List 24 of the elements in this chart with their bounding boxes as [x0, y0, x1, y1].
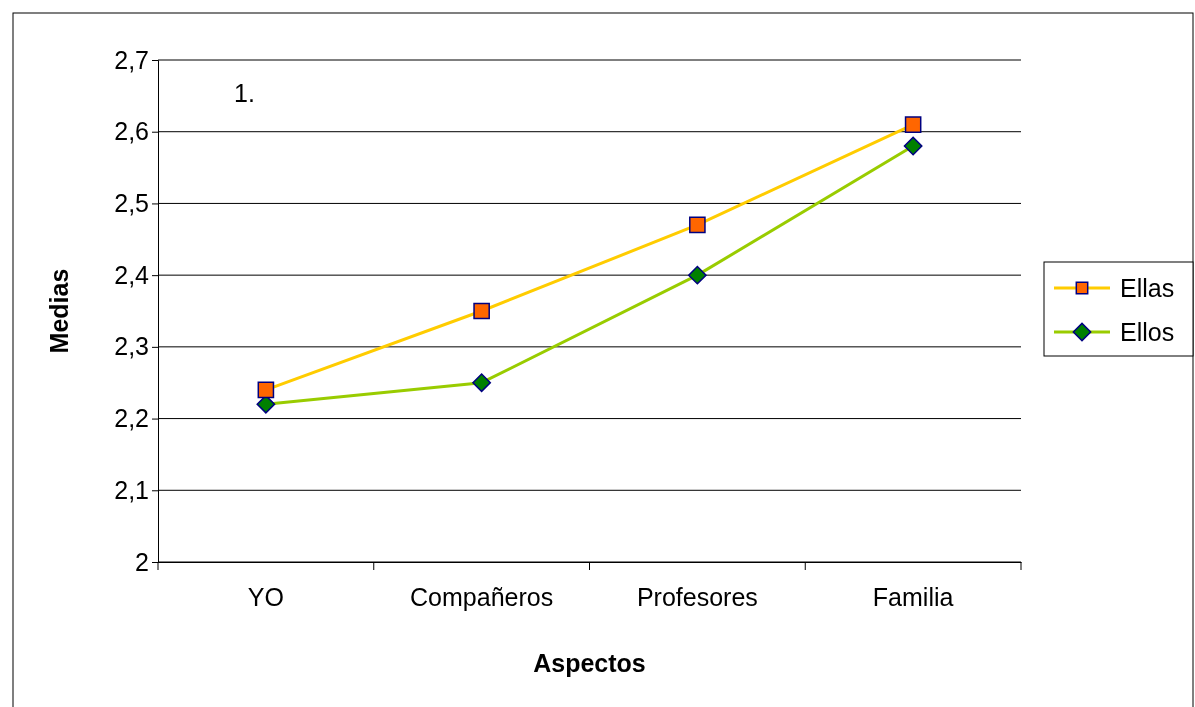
y-tick-label: 2,2: [114, 404, 149, 433]
point: [904, 116, 922, 133]
point: [687, 265, 707, 285]
annotation: 1.: [234, 79, 255, 107]
point: [689, 216, 706, 234]
y-tick-label: 2,1: [114, 475, 149, 504]
x-axis-title: Aspectos: [533, 649, 646, 677]
y-tick-label: 2,7: [114, 45, 149, 74]
point: [903, 136, 923, 156]
x-tick-label: YO: [247, 582, 284, 611]
y-tick-label: 2,5: [114, 188, 149, 217]
y-tick-label: 2,4: [114, 260, 150, 289]
x-tick-label: Compañeros: [410, 582, 554, 611]
x-tick-label: Profesores: [636, 582, 758, 611]
y-tick-label: 2,3: [114, 332, 149, 361]
point: [473, 302, 490, 320]
y-tick-label: 2,6: [114, 117, 149, 146]
y-tick-label: 2: [135, 547, 149, 576]
x-tick-label: Familia: [872, 582, 954, 611]
point: [257, 381, 275, 399]
y-axis-title: Medias: [45, 268, 73, 354]
point: [472, 373, 492, 393]
legend-label: Ellos: [1120, 318, 1175, 346]
legend-label: Ellas: [1120, 274, 1175, 302]
